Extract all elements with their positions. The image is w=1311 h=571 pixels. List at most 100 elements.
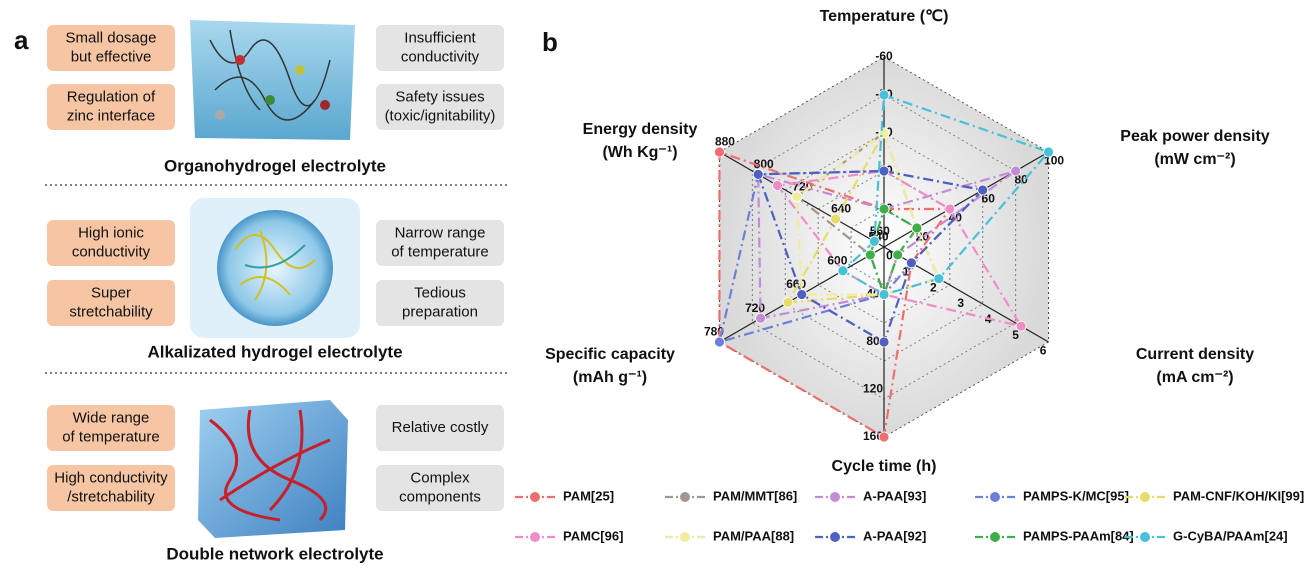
legend-marker	[830, 492, 840, 502]
legend-marker	[1140, 532, 1150, 542]
data-point	[911, 222, 923, 234]
data-point	[878, 431, 890, 443]
box-text: Small dosage	[66, 29, 157, 46]
data-point	[878, 336, 890, 348]
data-point	[878, 289, 890, 300]
legend-label: PAM-CNF/KOH/KI[99]	[1173, 488, 1304, 503]
data-point	[782, 297, 794, 308]
axis-line	[883, 151, 1049, 248]
disadvantage-box	[376, 465, 504, 511]
axis-label: (mAh g⁻¹)	[573, 369, 647, 386]
legend-marker	[990, 532, 1000, 542]
legend-label: G-CyBA/PAAm[24]	[1173, 528, 1288, 543]
section-title: Alkalizated hydrogel electrolyte	[147, 342, 402, 361]
tick-label: 60	[982, 192, 996, 206]
panel-label: a	[14, 25, 29, 55]
axis-label: Temperature (℃)	[820, 8, 949, 25]
axis-label: Energy density	[583, 121, 698, 138]
box-text: High conductivity	[54, 469, 168, 486]
tick-label: 800	[754, 157, 774, 171]
legend-marker	[830, 532, 840, 542]
legend-label: PAMPS-K/MC[95]	[1023, 488, 1129, 503]
data-point	[878, 89, 890, 101]
legend-marker	[530, 532, 540, 542]
tick-label: 720	[745, 301, 765, 315]
data-point	[796, 289, 808, 300]
axis-label: (mW cm⁻²)	[1154, 151, 1235, 168]
axis-label: Specific capacity	[545, 346, 675, 363]
data-point	[1043, 146, 1054, 158]
data-point	[864, 249, 876, 261]
tick-label: 120	[863, 382, 883, 396]
box-text: Super	[91, 284, 131, 301]
legend-label: PAMPS-PAAm[84]	[1023, 528, 1134, 543]
legend-marker	[1140, 492, 1150, 502]
axis-label: Cycle time (h)	[832, 458, 937, 475]
box-text: preparation	[402, 303, 478, 320]
box-text: (toxic/ignitability)	[385, 107, 496, 124]
disadvantage-box	[376, 280, 504, 326]
data-point	[837, 265, 849, 277]
data-point	[791, 191, 803, 203]
panel-label: b	[542, 27, 558, 57]
advantage-box	[47, 84, 175, 130]
legend-marker	[680, 492, 690, 502]
data-point	[933, 273, 945, 285]
box-text: /stretchability	[67, 488, 155, 505]
data-point	[944, 203, 956, 215]
box-text: zinc interface	[67, 107, 155, 124]
data-point	[892, 249, 904, 261]
advantage-box	[47, 465, 175, 511]
advantage-box	[47, 405, 175, 451]
legend-label: PAM/PAA[88]	[713, 528, 794, 543]
data-point	[755, 312, 766, 324]
box-text: Relative costly	[392, 419, 489, 436]
data-point	[878, 165, 890, 177]
tick-label: 2	[930, 280, 937, 294]
data-point	[878, 203, 890, 215]
box-text: Wide range	[73, 409, 150, 426]
disadvantage-box	[376, 84, 504, 130]
legend-label: A-PAA[93]	[863, 488, 926, 503]
advantage-box	[47, 25, 175, 71]
tick-label: 80	[866, 334, 880, 348]
data-point	[714, 146, 725, 158]
disadvantage-box	[376, 220, 504, 266]
section-title: Double network electrolyte	[166, 544, 383, 563]
box-text: Narrow range	[395, 224, 486, 241]
panel-a: Organohydrogel electrolyte Small dosage bu…	[47, 25, 504, 563]
tick-label: 880	[715, 135, 735, 149]
axis-label: (mA cm⁻²)	[1156, 369, 1233, 386]
legend-label: PAM[25]	[563, 488, 614, 503]
tick-label: 640	[831, 202, 851, 216]
section-title: Organohydrogel electrolyte	[164, 156, 386, 175]
tick-label: 600	[827, 253, 847, 267]
illustration	[190, 20, 360, 538]
data-point	[752, 168, 764, 180]
tick-label: 0	[886, 249, 893, 263]
data-point	[906, 257, 917, 269]
legend-label: PAM/MMT[86]	[713, 488, 797, 503]
box-text: stretchability	[69, 303, 153, 320]
tick-label: 1	[903, 265, 910, 279]
legend-label: A-PAA[92]	[863, 528, 926, 543]
data-point	[1015, 320, 1027, 332]
advantage-box	[47, 220, 175, 266]
axis-label: Peak power density	[1120, 128, 1269, 145]
data-point	[772, 180, 783, 191]
box-text: Tedious	[414, 284, 466, 301]
box-text: conductivity	[72, 243, 151, 260]
tick-label: 5	[1012, 328, 1019, 342]
disadvantage-box	[376, 405, 504, 451]
legend-marker	[990, 492, 1000, 502]
tick-label: 80	[1014, 173, 1028, 187]
box-text: of temperature	[62, 428, 160, 445]
legend-marker	[530, 492, 540, 502]
tick-label: 6	[1040, 344, 1047, 358]
data-point	[868, 236, 880, 247]
tick-label: -60	[875, 49, 893, 63]
box-text: Complex	[410, 469, 470, 486]
data-point	[977, 184, 989, 196]
advantage-box	[47, 280, 175, 326]
